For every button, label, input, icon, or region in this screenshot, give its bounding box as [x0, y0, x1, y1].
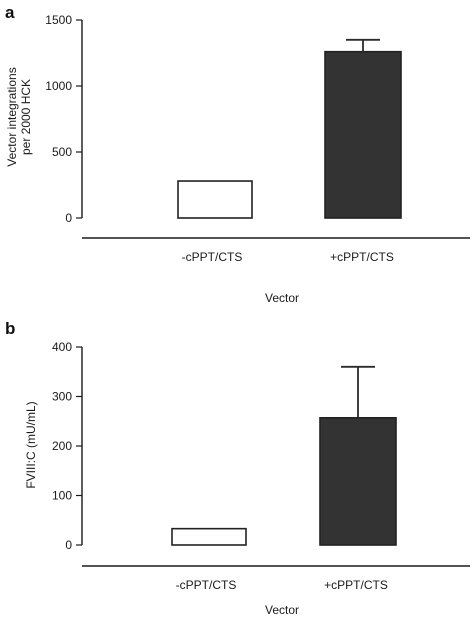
x-category-label: -cPPT/CTS	[176, 578, 237, 592]
panel-label: b	[5, 319, 15, 338]
y-tick-label: 0	[65, 538, 72, 552]
bar-2	[324, 50, 402, 219]
chart-panel-b: b 0 100 200 300 400 FVIII:C (mU/mL) -cPPT/CTS +c…	[5, 319, 470, 617]
x-category-label: -cPPT/CTS	[182, 250, 243, 264]
y-axis-title-line: Vector integrations	[5, 67, 19, 166]
y-axis-title-line: FVIII:C (mU/mL)	[24, 401, 38, 488]
bar-1	[177, 180, 253, 219]
bar-1	[171, 527, 247, 546]
y-tick-label: 1000	[45, 79, 72, 93]
y-tick-label: 300	[52, 390, 72, 404]
y-tick-label: 200	[52, 439, 72, 453]
x-axis-title: Vector	[265, 603, 299, 617]
bar-2	[319, 416, 397, 546]
y-axis-title: FVIII:C (mU/mL)	[24, 401, 38, 488]
x-category-label: +cPPT/CTS	[324, 578, 388, 592]
y-tick-label: 500	[52, 145, 72, 159]
chart-panel-a: a 0 500 1000 1500 Vector integrationsper 2000…	[5, 3, 470, 305]
x-category-label: +cPPT/CTS	[330, 250, 394, 264]
x-axis-title: Vector	[265, 291, 299, 305]
y-tick-label: 0	[65, 211, 72, 225]
y-axis-title-line: per 2000 HCK	[19, 79, 33, 155]
panel-label: a	[5, 3, 15, 22]
y-tick-label: 1500	[45, 13, 72, 27]
y-tick-label: 400	[52, 340, 72, 354]
y-tick-label: 100	[52, 489, 72, 503]
y-axis-title: Vector integrationsper 2000 HCK	[5, 67, 33, 166]
